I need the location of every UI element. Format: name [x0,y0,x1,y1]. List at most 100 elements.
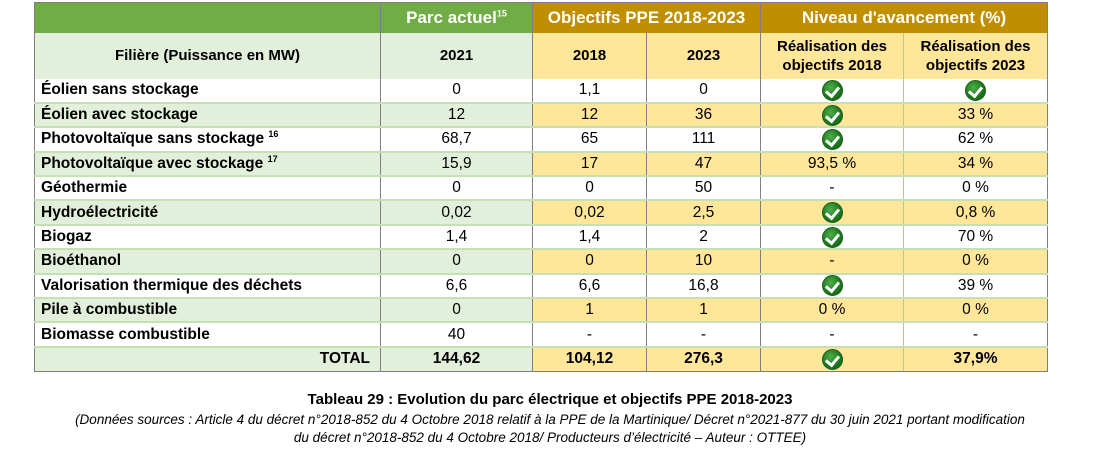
header-real-2023-line1: Réalisation des [920,37,1031,55]
cell-obj-2023: 111 [645,127,761,153]
cell-real-2018: - [760,322,904,348]
cell-obj-2018: 0 [532,176,647,202]
cell-obj-2023: 2 [645,224,761,251]
cell-real-2018 [760,273,904,300]
header-real-2018: Réalisation des objectifs 2018 [760,32,904,79]
footnote-ref: 16 [268,129,279,140]
cell-2021: 0 [380,249,533,275]
cell-real-2018: - [760,176,904,202]
cell-2021: 6,6 [380,273,533,300]
cell-obj-2018: 17 [532,151,647,178]
cell-2021: 0,02 [380,200,533,226]
cell-2021: 0 [380,78,533,104]
cell-real-2023: 0 % [903,176,1049,202]
cell-filiere: Éolien sans stockage [34,78,381,104]
cell-real-2018 [760,127,904,153]
source-note-line1: (Données sources : Article 4 du décret n… [75,412,1025,427]
cell-real-2018 [760,200,904,226]
cell-filiere: Pile à combustible [34,298,381,324]
header-2018: 2018 [532,32,647,79]
cell-filiere: Hydroélectricité [34,200,381,226]
header-2021: 2021 [380,32,533,79]
filiere-name: TOTAL [319,350,370,368]
check-circle-icon [965,79,987,101]
cell-real-2023: 33 % [903,102,1049,129]
table-row: Photovoltaïque avec stockage 17 15,9 17 47 9… [34,151,1049,178]
cell-filiere: Géothermie [34,176,381,202]
cell-obj-2023: - [645,322,761,348]
filiere-name: Biogaz [41,228,92,246]
cell-real-2023: 70 % [903,224,1049,251]
header-blank [34,2,381,33]
cell-2021: 40 [380,322,533,348]
cell-obj-2018: 12 [532,102,647,129]
cell-real-2018: 0 % [760,298,904,324]
cell-filiere: Biomasse combustible [34,322,381,348]
table-row: Biogaz 1,4 1,4 2 70 % [34,224,1049,251]
check-circle-icon [821,104,843,126]
cell-real-2023 [903,78,1049,104]
cell-obj-2023: 10 [645,249,761,275]
cell-filiere: Photovoltaïque avec stockage 17 [34,151,381,178]
cell-obj-2023: 50 [645,176,761,202]
cell-obj-2018: 6,6 [532,273,647,300]
footnote-ref: 17 [267,153,278,164]
table-row: Pile à combustible 0 1 1 0 % 0 % [34,298,1049,324]
cell-filiere: Bioéthanol [34,249,381,275]
cell-2021: 0 [380,176,533,202]
cell-obj-2023: 1 [645,298,761,324]
table-row: Hydroélectricité 0,02 0,02 2,5 0,8 % [34,200,1049,226]
cell-obj-2018: 1,4 [532,224,647,251]
check-circle-icon [821,226,843,248]
header-real-2023-line2: objectifs 2023 [925,56,1026,74]
check-circle-icon [821,128,843,150]
cell-obj-2023: 0 [645,78,761,104]
cell-filiere: Valorisation thermique des déchets [34,273,381,300]
filiere-name: Géothermie [41,179,128,197]
filiere-name: Bioéthanol [41,252,122,270]
cell-2021: 1,4 [380,224,533,251]
filiere-name: Éolien avec stockage [41,106,198,124]
header-real-2023: Réalisation des objectifs 2023 [903,32,1049,79]
cell-real-2023: 37,9% [903,346,1049,372]
header-parc-actuel: Parc actuel15 [380,2,533,33]
table-row: Bioéthanol 0 0 10-0 % [34,249,1049,275]
filiere-name: Pile à combustible [41,301,178,319]
cell-filiere: Éolien avec stockage [34,102,381,129]
table-body: Éolien sans stockage 0 1,1 0 Éolien avec sto… [34,78,1049,372]
cell-filiere: Photovoltaïque sans stockage 16 [34,127,381,153]
cell-obj-2018: 1 [532,298,647,324]
cell-real-2023: 34 % [903,151,1049,178]
cell-obj-2018: 65 [532,127,647,153]
cell-obj-2018: 0 [532,249,647,275]
cell-real-2018: - [760,249,904,275]
source-note-line2: du décret n°2018-852 du 4 Octobre 2018/ … [293,430,807,445]
cell-real-2018 [760,224,904,251]
cell-2021: 12 [380,102,533,129]
cell-real-2018: 93,5 % [760,151,904,178]
check-circle-icon [821,275,843,296]
table-row: Valorisation thermique des déchets 6,6 6,6… [34,273,1049,300]
cell-real-2018 [760,346,904,372]
cell-real-2018 [760,102,904,129]
header-real-2018-line2: objectifs 2018 [782,56,882,74]
cell-2021: 68,7 [380,127,533,153]
filiere-name: Photovoltaïque avec stockage [41,154,264,172]
cell-obj-2018: 104,12 [532,346,647,372]
cell-real-2023: - [903,322,1049,348]
table-row: Photovoltaïque sans stockage 16 68,7 65 111… [34,127,1049,153]
cell-real-2023: 0 % [903,249,1049,275]
header-niveau: Niveau d'avancement (%) [760,2,1049,33]
table-row: Géothermie 0 0 50-0 % [34,176,1049,202]
cell-obj-2023: 47 [645,151,761,178]
cell-2021: 144,62 [380,346,533,372]
table-row: Éolien avec stockage 12 12 36 33 % [34,102,1049,129]
total-label: TOTAL [34,346,381,372]
cell-obj-2023: 16,8 [645,273,761,300]
header-sub-row: Filière (Puissance en MW) 2021 2018 2023… [34,32,1049,79]
table-row: Biomasse combustible 40- - - - [34,322,1049,348]
filiere-name: Valorisation thermique des déchets [41,276,302,294]
total-row: TOTAL 144,62 104,12 276,3 37,9% [34,346,1049,372]
ppe-table: Parc actuel15 Objectifs PPE 2018-2023 Ni… [34,2,1049,372]
cell-real-2023: 0 % [903,298,1049,324]
